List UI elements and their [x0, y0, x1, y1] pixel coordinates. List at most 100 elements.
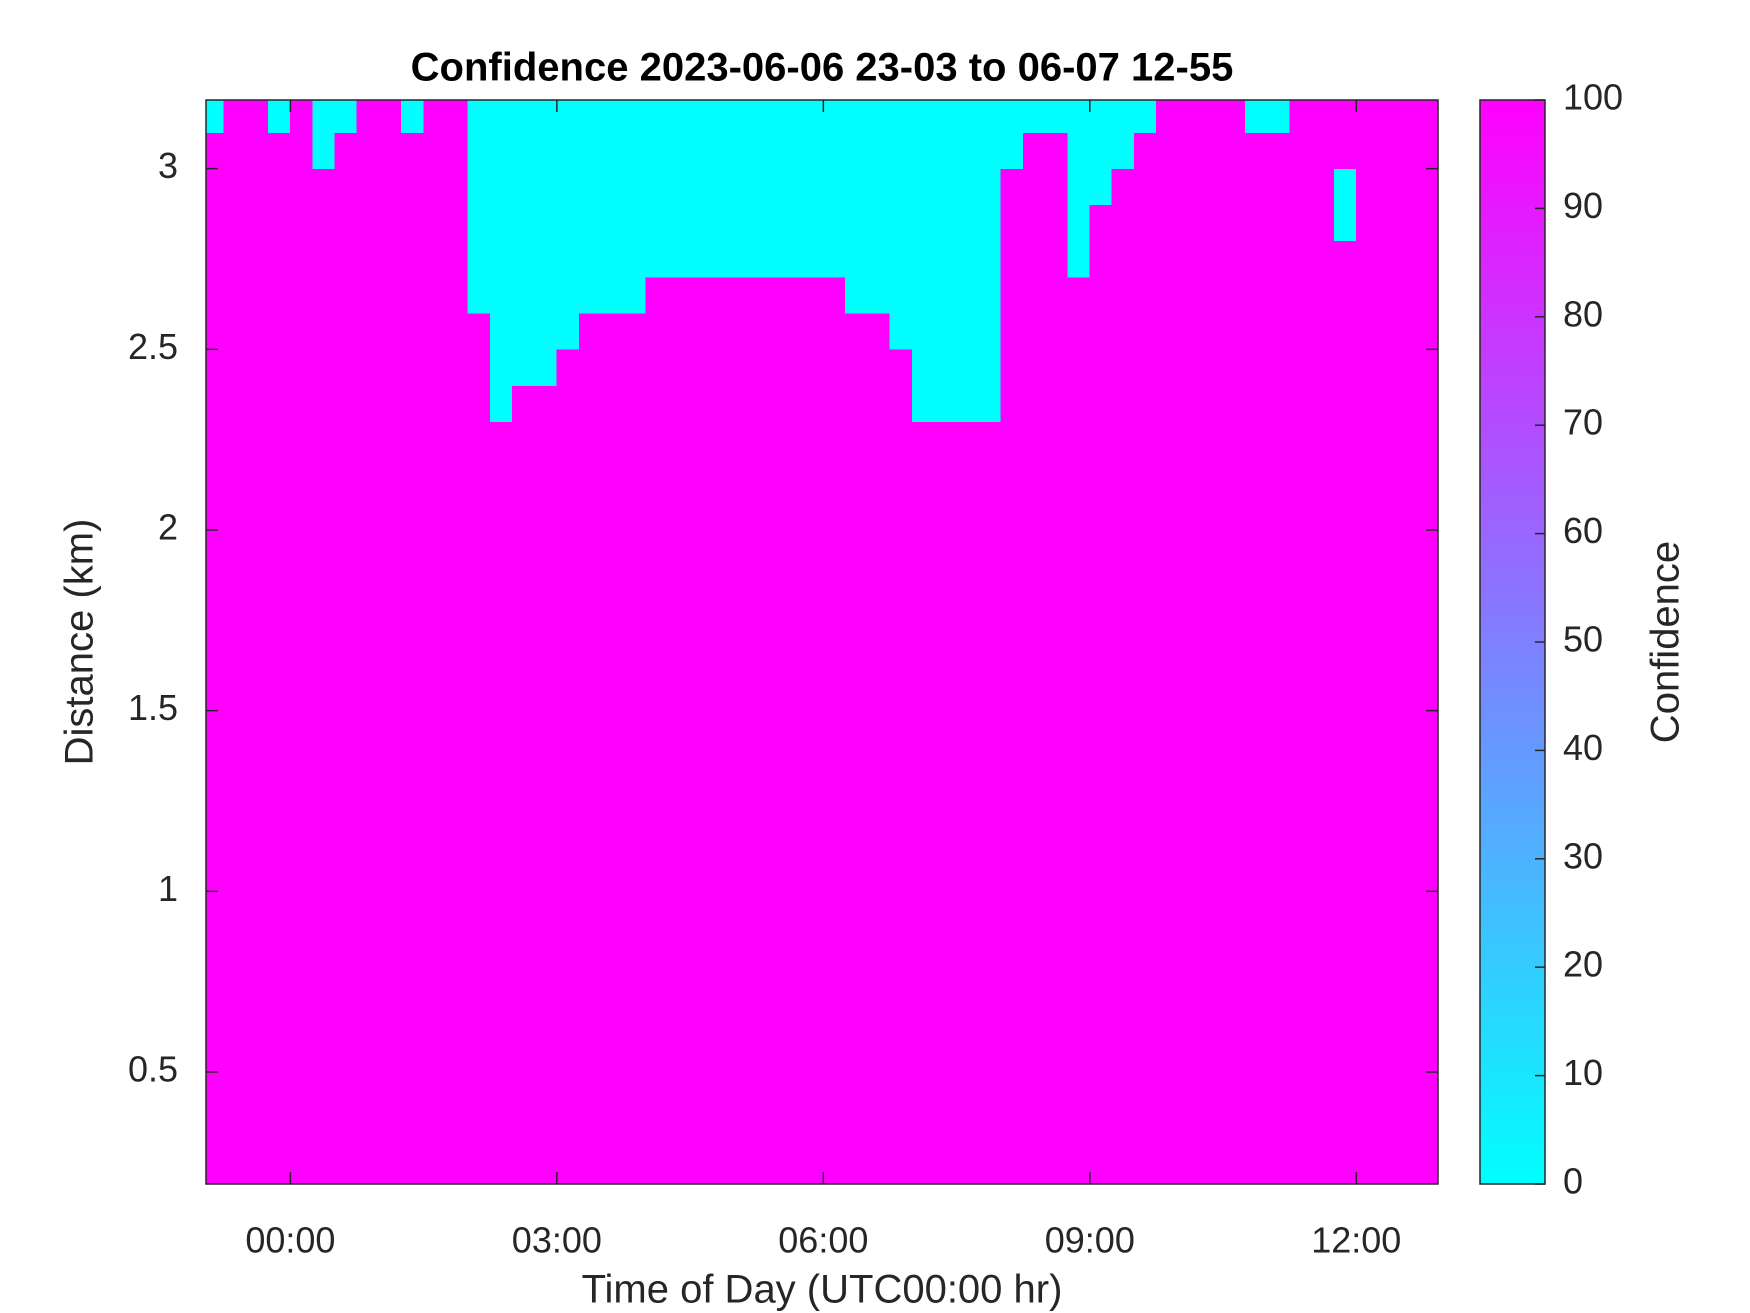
heatmap-cell	[356, 421, 380, 459]
heatmap-cell	[356, 100, 380, 133]
heatmap-cell	[489, 349, 513, 386]
heatmap-cell	[934, 349, 957, 386]
heatmap-cell	[867, 276, 891, 314]
heatmap-cell	[956, 421, 980, 459]
heatmap-cell	[689, 349, 713, 386]
heatmap-cell	[600, 168, 624, 206]
heatmap-cell	[1267, 312, 1290, 350]
heatmap-cell	[512, 132, 535, 169]
heatmap-cell	[600, 276, 624, 314]
heatmap-cell	[489, 240, 513, 278]
heatmap-cell	[1022, 168, 1046, 206]
heatmap-cell	[911, 240, 935, 278]
heatmap-cell	[978, 312, 1002, 350]
heatmap-cell	[401, 132, 424, 169]
heatmap-cell	[1111, 132, 1135, 169]
heatmap-cell	[1200, 240, 1224, 278]
heatmap-cell	[1222, 385, 1246, 422]
heatmap-cell	[356, 312, 380, 350]
heatmap-cell	[1089, 240, 1113, 278]
heatmap-cell	[1111, 312, 1135, 350]
heatmap-cell	[512, 276, 535, 314]
heatmap-cell	[956, 204, 980, 242]
heatmap-cell	[1422, 457, 1438, 1184]
heatmap-cell	[267, 457, 291, 1184]
heatmap-cell	[1200, 421, 1224, 459]
heatmap-cell	[778, 204, 802, 242]
heatmap-cell	[1267, 276, 1290, 314]
heatmap-cell	[467, 276, 491, 314]
heatmap-cell	[245, 240, 269, 278]
heatmap-cell	[623, 385, 646, 422]
heatmap-cell	[978, 132, 1002, 169]
heatmap-cell	[1089, 168, 1113, 206]
heatmap-cell	[401, 349, 424, 386]
heatmap-cell	[1355, 100, 1379, 133]
heatmap-cell	[423, 240, 447, 278]
heatmap-cell	[1111, 349, 1135, 386]
heatmap-cell	[489, 204, 513, 242]
heatmap-cell	[845, 168, 869, 206]
heatmap-cell	[600, 100, 624, 133]
heatmap-cell	[512, 457, 535, 1184]
heatmap-cell	[290, 276, 313, 314]
heatmap-cell	[600, 421, 624, 459]
heatmap-cell	[1355, 168, 1379, 206]
heatmap-cell	[934, 312, 957, 350]
heatmap-cell	[823, 385, 846, 422]
heatmap-cell	[1400, 204, 1424, 242]
heatmap-cell	[800, 100, 824, 133]
heatmap-cell	[623, 100, 646, 133]
heatmap-cell	[1178, 132, 1202, 169]
heatmap-cell	[978, 276, 1002, 314]
heatmap-cell	[1089, 312, 1113, 350]
heatmap-cell	[734, 204, 758, 242]
heatmap-cell	[1267, 385, 1290, 422]
heatmap-cell	[756, 240, 780, 278]
heatmap-cell	[978, 100, 1002, 133]
heatmap-cell	[356, 385, 380, 422]
heatmap-cell	[1267, 349, 1290, 386]
heatmap-cell	[712, 204, 735, 242]
heatmap-cell	[556, 132, 580, 169]
heatmap-cell	[445, 132, 469, 169]
heatmap-cell	[1156, 100, 1179, 133]
heatmap-cell	[667, 132, 691, 169]
heatmap-cell	[911, 100, 935, 133]
heatmap-cell	[445, 349, 469, 386]
heatmap-cell	[1022, 349, 1046, 386]
heatmap-cell	[600, 132, 624, 169]
heatmap-cell	[578, 100, 602, 133]
heatmap-cell	[1267, 204, 1290, 242]
heatmap-cell	[223, 457, 247, 1184]
y-tick-label: 2	[158, 507, 178, 548]
heatmap-cell	[889, 240, 913, 278]
heatmap-cell	[1289, 385, 1313, 422]
heatmap-cell	[823, 204, 846, 242]
heatmap-cell	[578, 421, 602, 459]
heatmap-cell	[423, 349, 447, 386]
x-tick-label: 00:00	[245, 1220, 335, 1261]
heatmap-cell	[756, 132, 780, 169]
heatmap-cell	[1178, 312, 1202, 350]
heatmap-cell	[1045, 204, 1068, 242]
heatmap-cell	[1000, 100, 1024, 133]
heatmap-cell	[823, 349, 846, 386]
heatmap-cell	[334, 457, 358, 1184]
heatmap-cell	[245, 349, 269, 386]
heatmap-cell	[756, 168, 780, 206]
heatmap-cell	[1022, 100, 1046, 133]
heatmap-cell	[290, 100, 313, 133]
heatmap-cell	[934, 132, 957, 169]
heatmap-cell	[1378, 276, 1401, 314]
heatmap-cell	[778, 168, 802, 206]
heatmap-cell	[1267, 457, 1290, 1184]
heatmap-cell	[556, 312, 580, 350]
heatmap-cell	[334, 240, 358, 278]
heatmap-cell	[401, 204, 424, 242]
heatmap-cell	[223, 168, 247, 206]
heatmap-cell	[378, 204, 402, 242]
heatmap-cell	[600, 385, 624, 422]
heatmap-cell	[534, 312, 558, 350]
